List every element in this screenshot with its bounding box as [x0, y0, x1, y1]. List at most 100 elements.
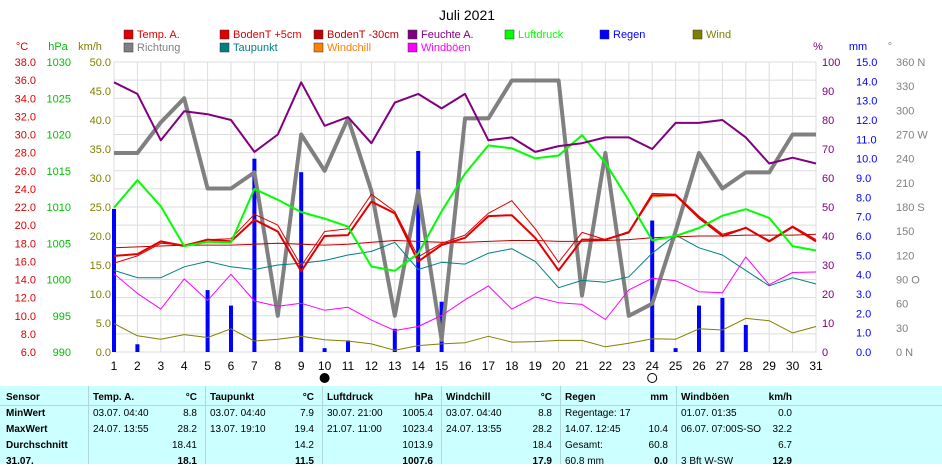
table-cell-date: 13.07. 19:10: [210, 424, 266, 435]
axis-unit-label: °C: [16, 41, 28, 53]
temp-axis-tick: 32.0: [15, 111, 36, 123]
hpa-axis-tick: 1025: [47, 93, 71, 105]
deg-axis-tick: 210: [896, 178, 914, 190]
full-moon-icon: [647, 373, 658, 383]
legend-swatch: [407, 42, 418, 53]
x-tick-label: 23: [622, 359, 636, 373]
pct-axis-tick: 40: [822, 231, 834, 243]
axis-unit-label: %: [813, 41, 823, 53]
table-group-unit: °C: [540, 392, 552, 403]
weather-chart: Juli 2021 Temp. A. BodenT +5cm BodenT -30c…: [14, 7, 929, 383]
table-divider: [322, 386, 323, 464]
table-cell-date: 60.8 mm: [565, 456, 604, 467]
rain-bar: [650, 220, 655, 352]
table-group-unit: °C: [302, 392, 314, 403]
hpa-axis-tick: 1005: [47, 238, 71, 250]
mm-axis-tick: 10.0: [856, 154, 877, 166]
mm-axis-tick: 7.0: [856, 212, 871, 224]
x-tick-label: 5: [204, 359, 211, 373]
temp-axis-tick: 6.0: [21, 347, 36, 359]
rain-bar: [392, 328, 397, 352]
deg-axis-tick: 360 N: [896, 57, 925, 69]
chart-title: Juli 2021: [439, 7, 495, 23]
kmh-axis-tick: 0.0: [96, 347, 111, 359]
table-cell-value: 12.9: [772, 456, 792, 467]
table-group-unit: mm: [650, 392, 668, 403]
x-tick-label: 11: [342, 359, 355, 373]
table-divider: [88, 386, 89, 464]
legend-swatch: [504, 29, 515, 40]
table-cell-date: 01.07. 01:35: [681, 408, 737, 419]
table-row-label: 31.07.: [6, 456, 34, 467]
table-cell-date: 30.07. 21:00: [327, 408, 383, 419]
deg-axis-tick: 90 O: [896, 275, 920, 287]
table-group-unit: hPa: [414, 392, 433, 403]
deg-axis-tick: 120: [896, 250, 914, 262]
deg-axis-tick: 330: [896, 81, 914, 93]
legend-swatch: [599, 29, 610, 40]
kmh-axis-tick: 20.0: [90, 231, 111, 243]
table-divider: [205, 386, 206, 464]
legend-label: BodenT -30cm: [327, 29, 399, 41]
legend-label: BodenT +5cm: [233, 29, 302, 41]
table-cell-value: 0.0: [654, 456, 668, 467]
temp-axis-tick: 8.0: [21, 329, 36, 341]
legend-item: Windböen: [407, 42, 471, 54]
table-cell-value: 60.8: [648, 440, 668, 451]
table-divider: [441, 386, 442, 464]
x-tick-label: 9: [298, 359, 305, 373]
rain-bar: [322, 348, 327, 352]
table-group-title: Temp. A.: [93, 392, 135, 403]
pct-axis-tick: 100: [822, 57, 840, 69]
temp-axis-tick: 34.0: [15, 93, 36, 105]
table-cell-date: 3 Bft W-SW: [681, 456, 734, 467]
kmh-axis-tick: 50.0: [90, 57, 111, 69]
rain-bar: [743, 324, 748, 352]
deg-axis-tick: 240: [896, 154, 914, 166]
temp-axis-tick: 22.0: [15, 202, 36, 214]
temp-axis-tick: 18.0: [15, 238, 36, 250]
x-tick-label: 12: [365, 359, 379, 373]
legend-swatch: [219, 29, 230, 40]
mm-axis-tick: 3.0: [856, 289, 871, 301]
pct-axis-tick: 60: [822, 173, 834, 185]
rain-bar: [299, 172, 304, 352]
table-cell-value: 10.4: [648, 424, 668, 435]
table-group-unit: km/h: [768, 392, 792, 403]
kmh-axis-tick: 30.0: [90, 173, 111, 185]
table-cell-value: 18.1: [177, 456, 197, 467]
hpa-axis-tick: 1015: [47, 166, 71, 178]
mm-axis-tick: 13.0: [856, 96, 877, 108]
series-line-taupunkt: [113, 234, 817, 289]
rain-bar: [673, 348, 678, 352]
kmh-axis-tick: 25.0: [90, 202, 111, 214]
axis-unit-label: °: [888, 41, 892, 53]
axis-unit-label: km/h: [78, 41, 102, 53]
pct-axis-tick: 0: [822, 347, 828, 359]
table-divider: [0, 405, 942, 406]
legend-item: BodenT -30cm: [313, 29, 399, 41]
table-cell-date: Regentage: 17: [565, 408, 631, 419]
hpa-axis-tick: 1010: [47, 202, 71, 214]
mm-axis-tick: 8.0: [856, 192, 871, 204]
temp-axis-tick: 38.0: [15, 57, 36, 69]
temp-axis-tick: 30.0: [15, 130, 36, 142]
mm-axis-tick: 11.0: [856, 134, 877, 146]
mm-axis-tick: 12.0: [856, 115, 877, 127]
table-row-label: MaxWert: [6, 424, 48, 435]
legend-label: Taupunkt: [233, 42, 278, 54]
deg-axis-tick: 300: [896, 105, 914, 117]
table-cell-value: 18.41: [171, 440, 197, 451]
table-row-label: Sensor: [6, 392, 40, 403]
x-tick-label: 19: [529, 359, 543, 373]
legend-label: Windchill: [327, 42, 371, 54]
legend-swatch: [123, 42, 134, 53]
table-cell-date: 03.07. 04:40: [446, 408, 502, 419]
axis-unit-label: hPa: [48, 41, 68, 53]
mm-axis-tick: 5.0: [856, 250, 871, 262]
series-line-windb-en: [113, 256, 817, 331]
hpa-axis-tick: 990: [53, 347, 71, 359]
x-tick-label: 31: [809, 359, 823, 373]
table-cell-value: 7.9: [300, 408, 314, 419]
table-cell-value: 17.9: [532, 456, 552, 467]
